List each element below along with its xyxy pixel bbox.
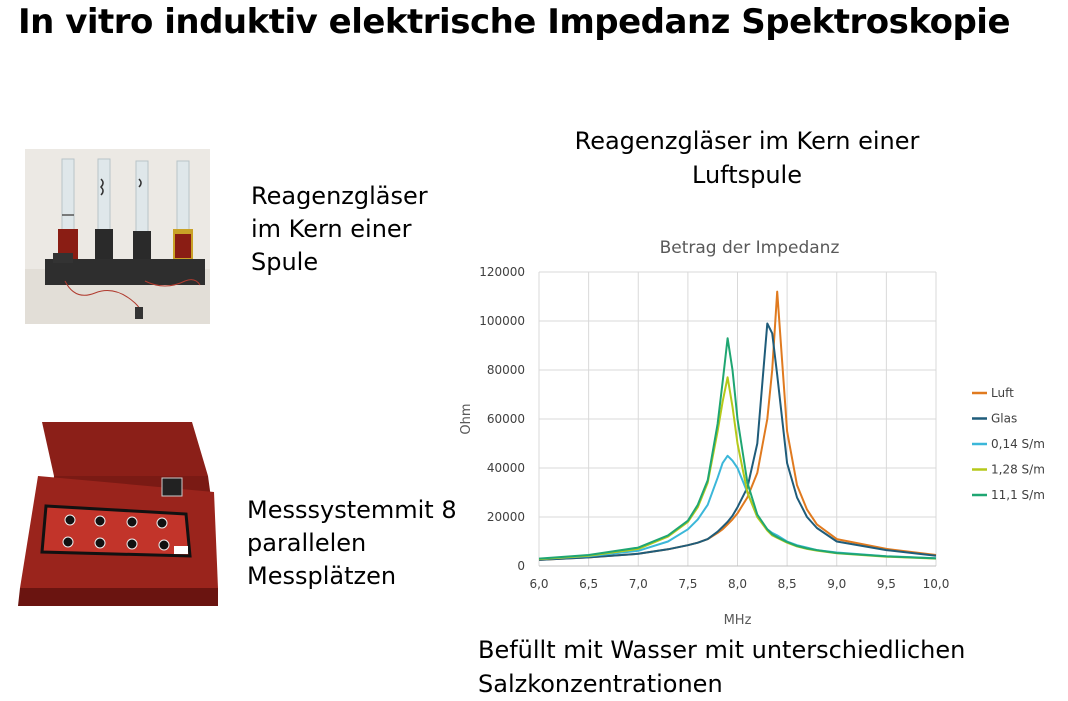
- tubes-caption: Reagenzgläser im Kern einer Spule: [251, 180, 428, 279]
- bottom-note-line: Salzkonzentrationen: [478, 670, 723, 698]
- legend-label: 11,1 S/m: [991, 488, 1045, 502]
- x-tick-label: 9,0: [827, 577, 846, 591]
- device-caption-line: parallelen: [247, 529, 367, 557]
- legend-label: Luft: [991, 386, 1014, 400]
- x-tick-label: 7,0: [629, 577, 648, 591]
- device-caption-line: Messplätzen: [247, 562, 397, 590]
- slide-title: In vitro induktiv elektrische Impedanz S…: [18, 2, 1011, 42]
- x-tick-label: 10,0: [923, 577, 950, 591]
- x-tick-label: 8,0: [728, 577, 747, 591]
- chart-heading: Reagenzgläser im Kern einer Luftspule: [556, 124, 938, 192]
- chart-title: Betrag der Impedanz: [660, 238, 840, 258]
- series-line: [538, 322, 937, 561]
- impedance-chart: Betrag der Impedanz 0 20000 40000 60000 80000…: [459, 238, 1045, 628]
- y-tick-label: 0: [517, 559, 525, 573]
- bottom-note-line: Befüllt mit Wasser mit unterschiedlichen: [478, 636, 966, 664]
- measurement-device-photo: [14, 420, 220, 608]
- x-tick-label: 8,5: [778, 577, 797, 591]
- tubes-caption-line: Spule: [251, 248, 319, 276]
- y-tick-label: 80000: [487, 363, 525, 377]
- x-tick-label: 7,5: [678, 577, 697, 591]
- y-tick-label: 20000: [487, 510, 525, 524]
- test-tubes-photo: [25, 149, 210, 324]
- x-axis-label: MHz: [724, 613, 752, 628]
- y-tick-label: 40000: [487, 461, 525, 475]
- device-caption: Messsystemmit 8 parallelen Messplätzen: [247, 494, 457, 593]
- legend-label: 1,28 S/m: [991, 463, 1045, 477]
- y-tick-label: 120000: [479, 265, 525, 279]
- y-tick-label: 100000: [479, 314, 525, 328]
- chart-heading-line: Reagenzgläser im Kern einer: [574, 127, 920, 155]
- chart-heading-line: Luftspule: [692, 161, 802, 189]
- y-tick-label: 60000: [487, 412, 525, 426]
- tubes-caption-line: im Kern einer: [251, 215, 412, 243]
- legend-label: 0,14 S/m: [991, 437, 1045, 451]
- y-axis-label: Ohm: [459, 403, 474, 434]
- tubes-caption-line: Reagenzgläser: [251, 182, 428, 210]
- legend-label: Glas: [991, 412, 1017, 426]
- x-tick-label: 6,0: [529, 577, 548, 591]
- series-line: [538, 337, 937, 560]
- x-tick-label: 6,5: [579, 577, 598, 591]
- bottom-note: Befüllt mit Wasser mit unterschiedlichen…: [478, 633, 965, 701]
- device-caption-line: Messsystemmit 8: [247, 496, 457, 524]
- x-tick-label: 9,5: [877, 577, 896, 591]
